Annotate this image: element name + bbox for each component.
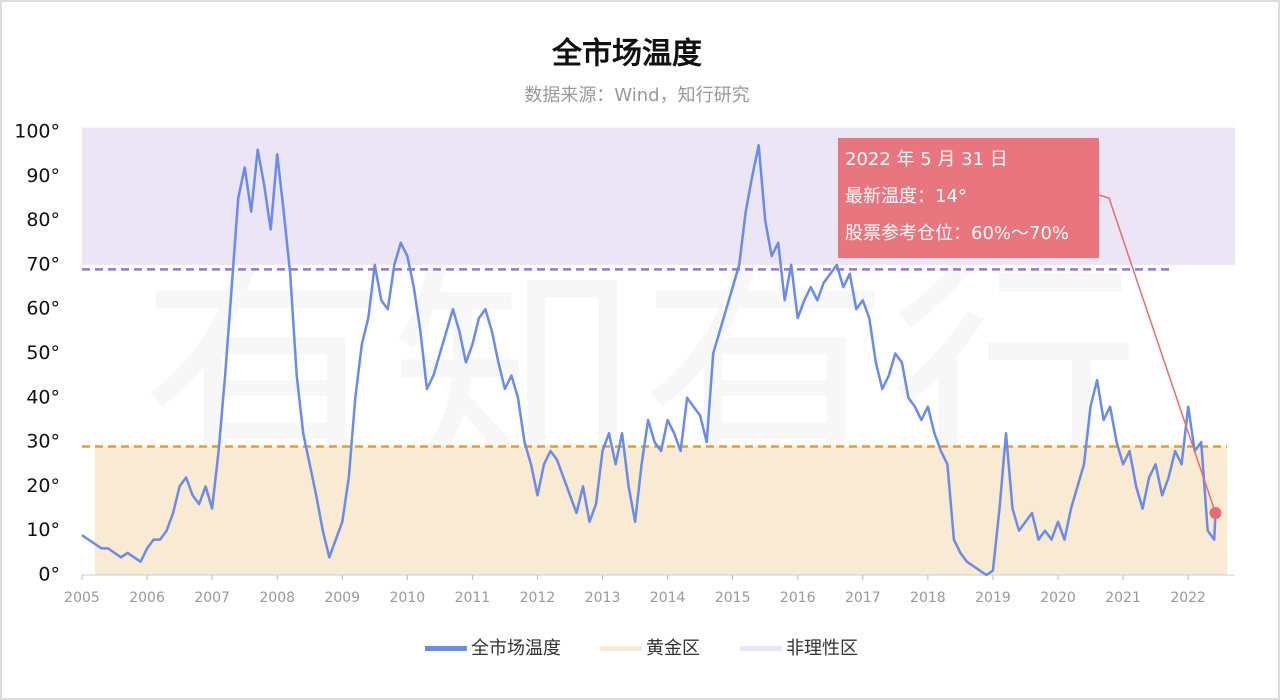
x-tick-label: 2022 bbox=[1170, 590, 1206, 606]
x-tick-label: 2007 bbox=[194, 590, 230, 606]
legend-label: 黄金区 bbox=[646, 638, 700, 659]
y-tick-label: 80° bbox=[26, 209, 60, 231]
annotation-text: 2022 年 5 月 31 日 bbox=[845, 149, 1008, 170]
y-tick-label: 30° bbox=[26, 431, 60, 453]
x-tick-label: 2020 bbox=[1040, 590, 1076, 606]
legend-item: 非理性区 bbox=[740, 638, 858, 659]
x-tick-label: 2013 bbox=[585, 590, 621, 606]
x-tick-label: 2012 bbox=[520, 590, 556, 606]
legend-swatch bbox=[600, 646, 642, 651]
y-tick-label: 40° bbox=[26, 386, 60, 408]
latest-point bbox=[1209, 506, 1222, 519]
annotation-box bbox=[838, 138, 1099, 258]
x-tick-label: 2021 bbox=[1105, 590, 1141, 606]
y-tick-label: 0° bbox=[38, 564, 60, 586]
band bbox=[95, 446, 1227, 575]
y-tick-label: 10° bbox=[26, 519, 60, 541]
x-tick-label: 2008 bbox=[259, 590, 295, 606]
y-tick-label: 100° bbox=[14, 121, 60, 143]
legend-label: 全市场温度 bbox=[471, 638, 561, 659]
legend-swatch bbox=[425, 646, 467, 651]
y-tick-label: 70° bbox=[26, 253, 60, 275]
legend-label: 非理性区 bbox=[786, 638, 858, 659]
x-tick-label: 2018 bbox=[910, 590, 946, 606]
chart-subtitle: 数据来源：Wind，知行研究 bbox=[524, 85, 749, 106]
legend-item: 全市场温度 bbox=[425, 638, 561, 659]
series-line bbox=[81, 144, 1217, 577]
legend-item: 黄金区 bbox=[600, 638, 700, 659]
y-tick-label: 50° bbox=[26, 342, 60, 364]
y-tick-label: 20° bbox=[26, 475, 60, 497]
x-tick-label: 2005 bbox=[64, 590, 100, 606]
annotation-connector bbox=[1098, 194, 1217, 514]
x-tick-label: 2014 bbox=[650, 590, 686, 606]
x-tick-label: 2015 bbox=[715, 590, 751, 606]
x-tick-label: 2009 bbox=[324, 590, 360, 606]
x-tick-label: 2011 bbox=[455, 590, 491, 606]
annotation-text: 股票参考仓位：60%～70% bbox=[845, 223, 1069, 244]
x-tick-label: 2019 bbox=[975, 590, 1011, 606]
x-tick-label: 2016 bbox=[780, 590, 816, 606]
chart-title: 全市场温度 bbox=[551, 37, 702, 72]
y-tick-label: 90° bbox=[26, 165, 60, 187]
x-tick-label: 2017 bbox=[845, 590, 881, 606]
legend-swatch bbox=[740, 646, 782, 651]
x-tick-label: 2006 bbox=[129, 590, 165, 606]
annotation-text: 最新温度：14° bbox=[845, 186, 967, 207]
x-tick-label: 2010 bbox=[390, 590, 426, 606]
y-tick-label: 60° bbox=[26, 298, 60, 320]
